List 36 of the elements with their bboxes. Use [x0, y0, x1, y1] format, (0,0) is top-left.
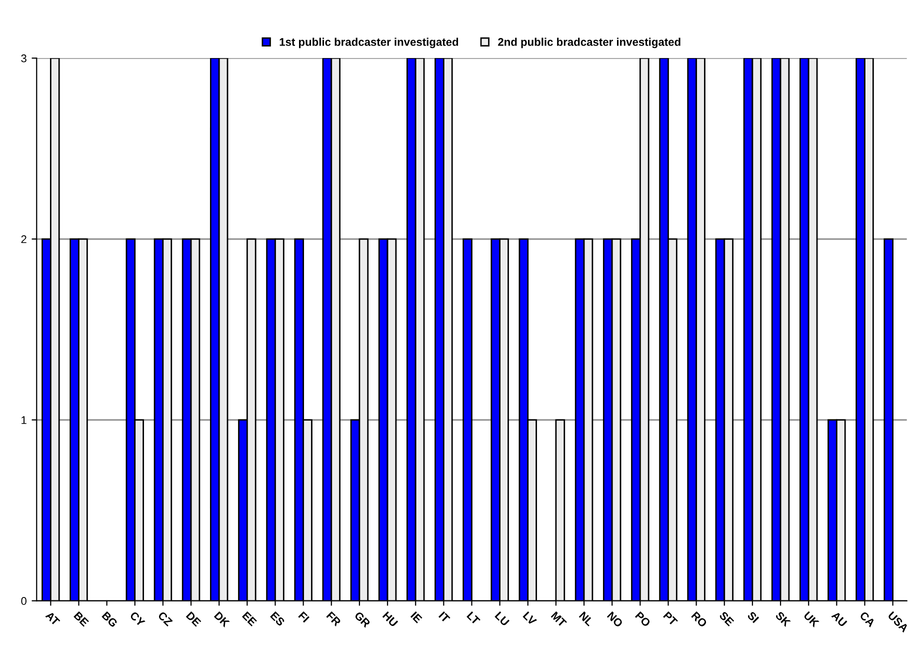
x-tick-label: BE — [74, 611, 90, 627]
x-tick-label: RO — [691, 611, 708, 628]
x-tick-label: DK — [214, 611, 230, 628]
x-tick-label: ES — [270, 611, 286, 626]
x-tick-label: CA — [859, 611, 876, 628]
x-tick-label: IE — [410, 611, 422, 624]
x-tick-label: PT — [663, 611, 678, 626]
y-tick-label: 3 — [21, 54, 26, 62]
x-tick-label: EE — [242, 611, 258, 626]
x-tick-label: CY — [129, 611, 146, 628]
x-tick-label: LU — [494, 611, 510, 626]
x-tick-label: NO — [606, 611, 624, 628]
x-tick-label: BG — [102, 611, 118, 628]
x-tick-label: LV — [522, 611, 537, 626]
y-tick-label: 0 — [21, 597, 26, 605]
y-tick-label: 1 — [22, 416, 26, 424]
x-tick-label: NL — [578, 611, 594, 626]
x-tick-label: IT — [438, 611, 450, 624]
x-tick-label: GR — [354, 611, 371, 628]
x-tick-label: PO — [634, 611, 651, 628]
x-tick-label: FI — [298, 611, 310, 623]
x-tick-label: MT — [550, 611, 567, 628]
x-tick-label: AT — [45, 610, 60, 626]
x-tick-label: CZ — [158, 611, 173, 627]
x-tick-label: AU — [831, 610, 848, 628]
x-tick-label: FR — [326, 611, 342, 627]
x-tick-label: SK — [774, 610, 792, 628]
x-tick-label: LT — [466, 611, 480, 626]
x-tick-label: SE — [718, 610, 734, 626]
x-tick-label: UK — [803, 611, 820, 628]
y-tick-label: 2 — [21, 235, 26, 244]
x-tick-label: HU — [382, 611, 398, 628]
legend-label: 2nd public bradcaster investigated — [498, 38, 680, 48]
x-tick-label: SI — [746, 610, 760, 624]
x-tick-label: DE — [186, 611, 202, 627]
legend-label: 1st public bradcaster investigated — [280, 38, 458, 48]
